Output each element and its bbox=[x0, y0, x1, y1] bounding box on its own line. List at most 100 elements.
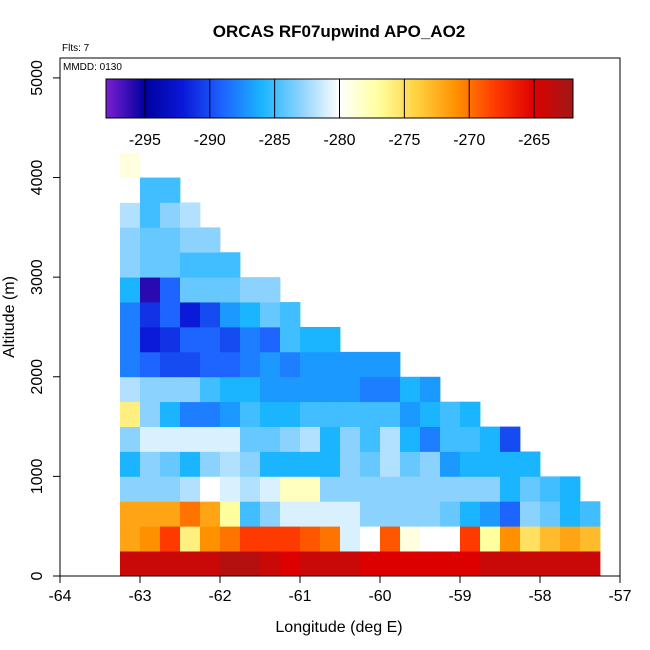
heatmap-cell bbox=[140, 202, 161, 228]
heatmap-cell bbox=[340, 351, 361, 378]
heatmap-cell bbox=[540, 501, 561, 527]
heatmap-cell bbox=[280, 551, 301, 577]
colorbar-tick-label: -295 bbox=[129, 132, 161, 149]
heatmap-cell bbox=[300, 526, 321, 552]
heatmap-cell bbox=[200, 526, 221, 552]
heatmap-cell bbox=[440, 476, 461, 502]
heatmap-cell bbox=[240, 277, 261, 303]
heatmap-cell bbox=[120, 326, 141, 353]
x-axis: -64 -63 -62 -61 -60 -59 -58 -57 bbox=[48, 575, 632, 605]
heatmap-cell bbox=[180, 526, 201, 552]
heatmap-cell bbox=[320, 326, 341, 353]
heatmap-cell bbox=[420, 551, 441, 577]
heatmap-cell bbox=[400, 426, 421, 452]
colorbar-tick-label: -285 bbox=[259, 132, 291, 149]
heatmap-cell bbox=[300, 451, 321, 477]
heatmap-cell bbox=[500, 426, 521, 452]
heatmap-cell bbox=[320, 376, 341, 403]
heatmap-cell bbox=[400, 451, 421, 477]
colorbar-ticks: -295 -290 -285 -280 -275 -270 -265 bbox=[129, 79, 550, 149]
heatmap-cell bbox=[300, 326, 321, 353]
heatmap-cell bbox=[560, 476, 581, 502]
heatmap-cell bbox=[460, 501, 481, 527]
heatmap-cell bbox=[120, 501, 141, 527]
heatmap-cell bbox=[200, 351, 221, 378]
heatmap-cell bbox=[420, 526, 441, 552]
heatmap-cell bbox=[280, 376, 301, 403]
heatmap-cell bbox=[480, 551, 501, 577]
heatmap-cell bbox=[160, 277, 181, 303]
heatmap-cell bbox=[200, 376, 221, 403]
heatmap-cell bbox=[260, 376, 281, 403]
heatmap-cell bbox=[240, 351, 261, 378]
heatmap-cell bbox=[300, 376, 321, 403]
heatmap-cell bbox=[360, 451, 381, 477]
heatmap-cell bbox=[520, 451, 541, 477]
heatmap-cell bbox=[240, 551, 261, 577]
heatmap-cell bbox=[560, 551, 581, 577]
heatmap-cell bbox=[220, 401, 241, 427]
flights-note: Flts: 7 bbox=[62, 43, 90, 54]
heatmap-cell bbox=[200, 551, 221, 577]
heatmap-cell bbox=[180, 501, 201, 527]
heatmap-cell bbox=[160, 501, 181, 527]
heatmap-cell bbox=[500, 526, 521, 552]
heatmap-cell bbox=[460, 551, 481, 577]
x-tick-label: -58 bbox=[528, 588, 551, 605]
heatmap-cell bbox=[300, 351, 321, 378]
heatmap-cell bbox=[180, 376, 201, 403]
heatmap-cell bbox=[200, 252, 221, 278]
heatmap-cell bbox=[280, 451, 301, 477]
heatmap-cell bbox=[340, 401, 361, 427]
heatmap-cell bbox=[400, 526, 421, 552]
heatmap-cell bbox=[500, 476, 521, 502]
colorbar-tick-label: -280 bbox=[323, 132, 355, 149]
heatmap-cell bbox=[260, 551, 281, 577]
heatmap-cell bbox=[520, 526, 541, 552]
heatmap-cell bbox=[160, 401, 181, 427]
heatmap-cell bbox=[260, 326, 281, 353]
heatmap-cell bbox=[520, 551, 541, 577]
heatmap-cell bbox=[400, 401, 421, 427]
heatmap-cell bbox=[160, 526, 181, 552]
heatmap-cell bbox=[140, 227, 161, 253]
heatmap-cell bbox=[160, 227, 181, 253]
colorbar-tick-label: -270 bbox=[453, 132, 485, 149]
heatmap-cell bbox=[580, 551, 601, 577]
heatmap-cell bbox=[320, 526, 341, 552]
heatmap-cell bbox=[200, 501, 221, 527]
heatmap-cell bbox=[140, 401, 161, 427]
chart-title: ORCAS RF07upwind APO_AO2 bbox=[213, 22, 466, 41]
heatmap-cell bbox=[140, 177, 161, 203]
heatmap-cell bbox=[320, 426, 341, 452]
heatmap-cell bbox=[340, 526, 361, 552]
heatmap-cell bbox=[380, 501, 401, 527]
heatmap-cell bbox=[220, 426, 241, 452]
heatmap-cell bbox=[260, 351, 281, 378]
heatmap-cell bbox=[140, 526, 161, 552]
heatmap-cell bbox=[500, 501, 521, 527]
heatmap-cell bbox=[300, 551, 321, 577]
heatmap-cell bbox=[340, 451, 361, 477]
heatmap-cell bbox=[440, 551, 461, 577]
heatmap-cell bbox=[160, 177, 181, 203]
heatmap-cell bbox=[400, 376, 421, 403]
heatmap-cell bbox=[260, 277, 281, 303]
heatmap-cell bbox=[360, 351, 381, 378]
colorbar-tick-label: -275 bbox=[388, 132, 420, 149]
heatmap-cell bbox=[300, 501, 321, 527]
heatmap-cell bbox=[220, 252, 241, 278]
heatmap-cell bbox=[580, 501, 601, 527]
heatmap-cell bbox=[360, 426, 381, 452]
heatmap-cell bbox=[120, 302, 141, 328]
heatmap-cell bbox=[180, 302, 201, 328]
heatmap-cell bbox=[140, 551, 161, 577]
heatmap-cell bbox=[120, 526, 141, 552]
heatmap-cell bbox=[120, 152, 141, 178]
heatmap-cell bbox=[220, 551, 241, 577]
x-tick-label: -63 bbox=[128, 588, 151, 605]
heatmap-cell bbox=[180, 476, 201, 502]
y-tick-label: 0 bbox=[29, 571, 46, 580]
heatmap-cell bbox=[320, 401, 341, 427]
heatmap-cell bbox=[280, 302, 301, 328]
